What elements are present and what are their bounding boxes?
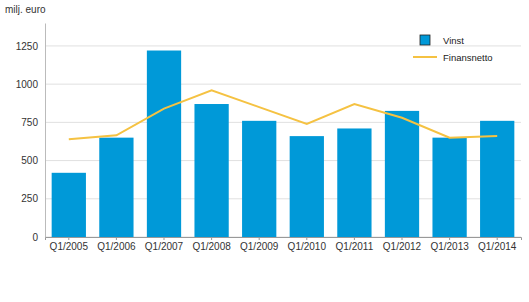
line xyxy=(69,90,497,139)
bar xyxy=(242,121,276,237)
x-tick-label: Q1/2012 xyxy=(383,241,422,252)
bar xyxy=(432,138,466,237)
legend-swatch xyxy=(413,56,437,58)
y-tick-label: 1000 xyxy=(16,79,39,90)
grid xyxy=(45,46,521,237)
x-tick-label: Q1/2010 xyxy=(288,241,327,252)
x-tick-mark xyxy=(211,237,212,240)
y-tick: 1250 xyxy=(16,41,45,52)
y-tick: 1000 xyxy=(16,79,45,90)
y-tick-label: 250 xyxy=(21,193,38,204)
x-tick-mark xyxy=(68,237,69,240)
x-tick-label: Q1/2008 xyxy=(192,241,231,252)
y-tick-label: 500 xyxy=(21,155,38,166)
x-tick: Q1/2010 xyxy=(288,237,327,252)
x-tick: Q1/2005 xyxy=(50,237,89,252)
x-tick-label: Q1/2014 xyxy=(478,241,517,252)
grid-line xyxy=(45,45,521,46)
grid-line xyxy=(45,84,521,85)
bar xyxy=(194,104,228,237)
x-tick-label: Q1/2006 xyxy=(97,241,136,252)
legend: Vinst Finansnetto xyxy=(413,35,493,63)
y-tick: 500 xyxy=(21,155,45,166)
bar xyxy=(290,136,324,237)
x-tick: Q1/2012 xyxy=(383,237,422,252)
x-tick-mark xyxy=(116,237,117,240)
legend-label: Vinst xyxy=(443,35,464,46)
y-tick-label: 750 xyxy=(21,117,38,128)
axis-unit-title: milj. euro xyxy=(5,4,46,15)
y-tick: 750 xyxy=(21,117,45,128)
x-tick-mark xyxy=(164,237,165,240)
bar xyxy=(385,111,419,237)
x-tick: Q1/2009 xyxy=(240,237,279,252)
x-tick-label: Q1/2007 xyxy=(145,241,184,252)
x-tick: Q1/2011 xyxy=(336,237,374,252)
x-tick-mark xyxy=(354,237,355,240)
x-tick-mark xyxy=(497,237,498,240)
y-tick-label: 1250 xyxy=(16,41,39,52)
legend-swatch xyxy=(420,35,430,45)
chart: milj. euro025050075010001250Q1/2005Q1/20… xyxy=(0,0,529,302)
x-tick: Q1/2008 xyxy=(192,237,231,252)
x-tick: Q1/2014 xyxy=(478,237,517,252)
x-tick: Q1/2013 xyxy=(430,237,469,252)
x-tick-label: Q1/2013 xyxy=(430,241,469,252)
bar xyxy=(52,173,86,237)
y-tick: 250 xyxy=(21,193,45,204)
y-axis-line xyxy=(45,24,46,238)
x-tick-label: Q1/2005 xyxy=(50,241,89,252)
bar xyxy=(337,128,371,237)
x-tick-mark xyxy=(306,237,307,240)
bar xyxy=(99,138,133,237)
x-tick: Q1/2006 xyxy=(97,237,136,252)
bar-series xyxy=(52,51,515,237)
bar xyxy=(480,121,514,237)
plot-area xyxy=(52,51,515,237)
grid-line xyxy=(45,122,521,123)
y-tick-label: 0 xyxy=(32,232,38,243)
y-axis: 0 250 500 750 1000 1250 xyxy=(16,24,46,243)
x-tick-label: Q1/2009 xyxy=(240,241,279,252)
y-tick: 0 xyxy=(32,232,45,243)
x-tick: Q1/2007 xyxy=(145,237,184,252)
x-tick-mark xyxy=(449,237,450,240)
legend-label: Finansnetto xyxy=(443,52,493,63)
bar xyxy=(147,51,181,237)
x-axis: Q1/2005 Q1/2006 Q1/2007 Q1/2008 Q1/2009 Q1/20… xyxy=(46,237,522,252)
x-tick-label: Q1/2011 xyxy=(336,241,374,252)
x-axis-line xyxy=(46,238,522,241)
x-tick-mark xyxy=(402,237,403,240)
x-tick-mark xyxy=(259,237,260,240)
